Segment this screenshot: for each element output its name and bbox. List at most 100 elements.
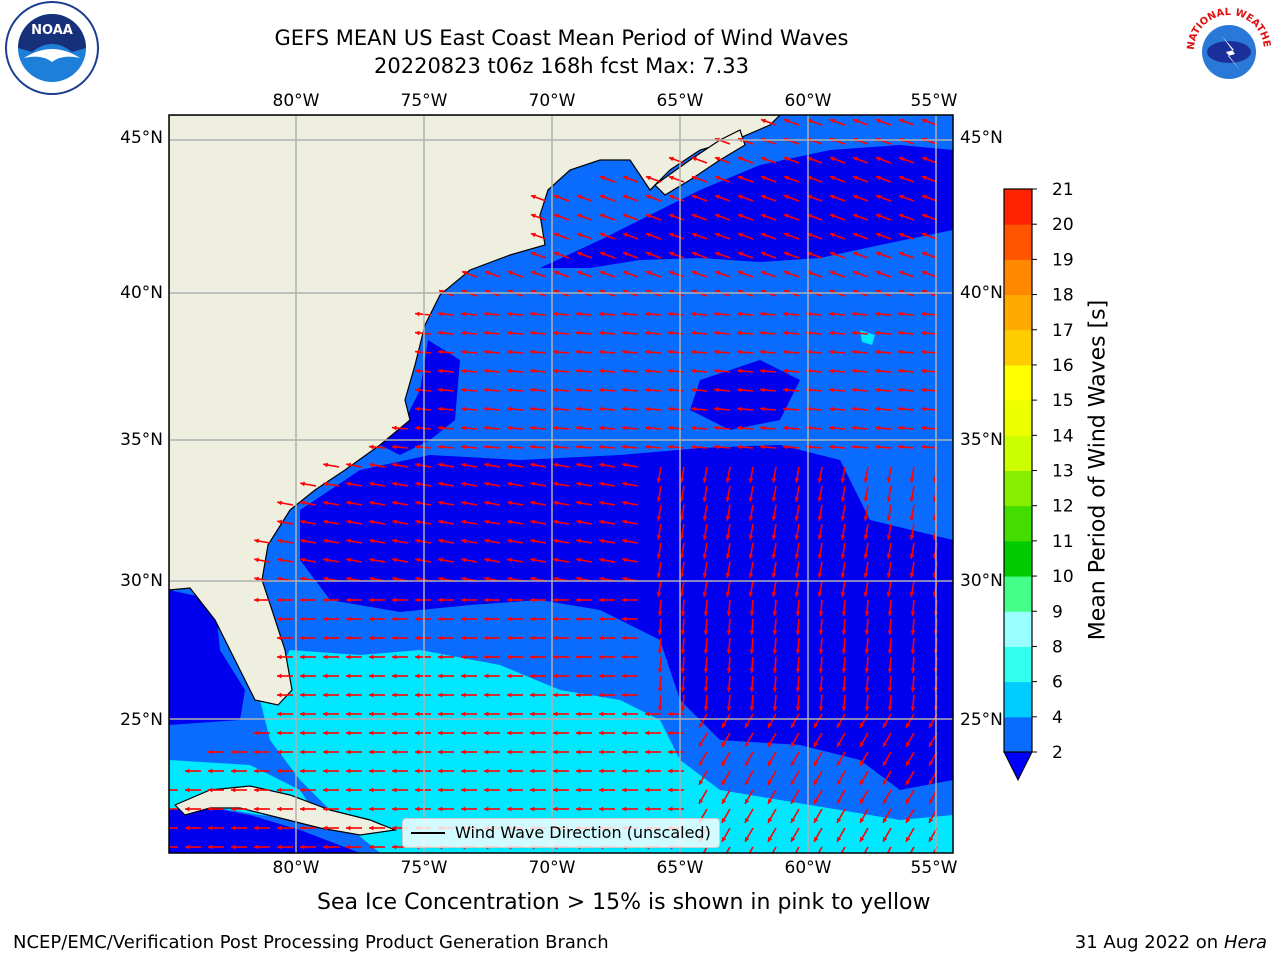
arrow-head: [817, 554, 823, 559]
arrow-head: [622, 368, 627, 374]
arrow-head: [840, 554, 846, 559]
arrow-head: [484, 711, 489, 717]
arrow-head: [691, 156, 697, 162]
arrow-head: [507, 330, 512, 336]
wave-direction-arrow: [748, 846, 754, 853]
arrow-head: [507, 768, 512, 774]
arrow-head: [415, 538, 420, 544]
arrow-head: [745, 760, 750, 766]
arrow-head: [887, 706, 893, 711]
arrow-head: [507, 368, 512, 374]
arrow-head: [814, 836, 819, 842]
arrow-head: [817, 592, 823, 597]
arrow-head: [910, 649, 916, 654]
arrow-head: [679, 497, 685, 502]
arrow-head: [277, 557, 282, 563]
arrow-head: [185, 825, 190, 831]
arrow-head: [346, 711, 351, 717]
arrow-head: [814, 798, 819, 804]
arrow-head: [657, 611, 663, 616]
arrow-head: [722, 836, 727, 842]
arrow-head: [530, 232, 536, 238]
arrow-head: [745, 798, 750, 804]
arrow-head: [722, 798, 727, 804]
arrow-head: [461, 425, 466, 431]
arrow-head: [726, 649, 732, 654]
arrow-head: [852, 156, 858, 162]
arrow-head: [645, 387, 650, 393]
arrow-head: [576, 368, 581, 374]
arrow-head: [300, 749, 305, 755]
wave-direction-arrow: [817, 846, 823, 853]
arrow-head: [277, 635, 282, 641]
lon-label-top: 60°W: [785, 91, 832, 111]
arrow-head: [530, 194, 536, 200]
arrow-head: [725, 478, 731, 483]
arrow-head: [645, 730, 650, 736]
arrow-head: [553, 519, 558, 525]
arrow-head: [875, 251, 881, 257]
arrow-head: [886, 573, 892, 578]
colorbar-swatch: [1004, 681, 1032, 718]
arrow-head: [875, 425, 880, 431]
arrow-head: [438, 481, 443, 487]
arrow-head: [860, 779, 865, 785]
arrow-head: [791, 798, 796, 804]
arrow-head: [883, 798, 888, 804]
arrow-head: [415, 387, 420, 393]
arrow-head: [863, 516, 869, 521]
arrow-head: [702, 516, 708, 521]
arrow-head: [829, 311, 834, 317]
colorbar-tick-label: 10: [1052, 567, 1074, 587]
arrow-head: [883, 722, 888, 728]
arrow-head: [507, 787, 512, 793]
wave-direction-arrow: [840, 846, 846, 853]
arrow-head: [875, 270, 881, 276]
arrow-head: [599, 425, 604, 431]
arrow-head: [791, 817, 796, 823]
arrow-head: [323, 481, 328, 487]
arrow-head: [576, 462, 581, 468]
arrow-head: [668, 768, 673, 774]
arrow-head: [875, 349, 880, 355]
arrow-head: [369, 538, 374, 544]
arrow-head: [300, 616, 305, 622]
arrow-head: [461, 635, 466, 641]
arrow-head: [300, 557, 305, 563]
arrow-head: [576, 576, 581, 582]
arrow-head: [369, 787, 374, 793]
arrow-head: [484, 462, 489, 468]
arrow-head: [714, 194, 720, 200]
arrow-head: [875, 387, 880, 393]
arrow-head: [576, 425, 581, 431]
arrow-head: [910, 706, 916, 711]
arrow-head: [722, 760, 727, 766]
arrow-head: [369, 500, 374, 506]
arrow-head: [772, 668, 778, 673]
arrow-head: [898, 311, 903, 317]
arrow-head: [760, 251, 766, 257]
arrow-head: [576, 251, 582, 257]
arrow-head: [323, 749, 328, 755]
arrow-head: [484, 749, 489, 755]
arrow-head: [668, 311, 673, 317]
arrow-head: [714, 251, 720, 257]
arrow-head: [415, 330, 420, 336]
arrow-head: [530, 481, 535, 487]
arrow-head: [599, 616, 604, 622]
colorbar-swatch: [1004, 329, 1032, 366]
arrow-head: [576, 519, 581, 525]
arrow-head: [369, 597, 374, 603]
arrow-head: [840, 535, 846, 540]
arrow-head: [783, 349, 788, 355]
arrow-head: [714, 156, 720, 162]
arrow-head: [208, 749, 213, 755]
arrow-head: [864, 668, 870, 673]
arrow-head: [300, 481, 305, 487]
arrow-head: [392, 844, 397, 850]
arrow-head: [714, 425, 719, 431]
arrow-head: [254, 768, 259, 774]
arrow-head: [231, 749, 236, 755]
arrow-head: [553, 270, 559, 276]
arrow-head: [837, 836, 842, 842]
